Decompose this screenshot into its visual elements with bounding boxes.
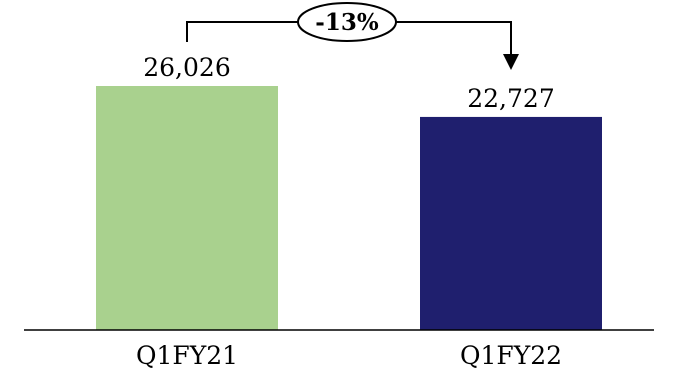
value-label-q1fy22: 22,727 (467, 84, 554, 113)
bar-q1fy21 (96, 86, 278, 330)
value-label-q1fy21: 26,026 (143, 53, 230, 82)
change-annotation: -13% (186, 2, 519, 70)
value-labels-group: 26,026 22,727 (143, 53, 554, 113)
bar-q1fy22 (420, 116, 602, 330)
category-label-q1fy22: Q1FY22 (460, 341, 562, 370)
category-label-q1fy21: Q1FY21 (136, 341, 238, 370)
change-percentage: -13% (315, 9, 379, 36)
bars-group (96, 86, 602, 330)
category-labels-group: Q1FY21 Q1FY22 (136, 341, 562, 370)
change-oval (297, 2, 397, 42)
change-arrow-head (503, 54, 519, 70)
